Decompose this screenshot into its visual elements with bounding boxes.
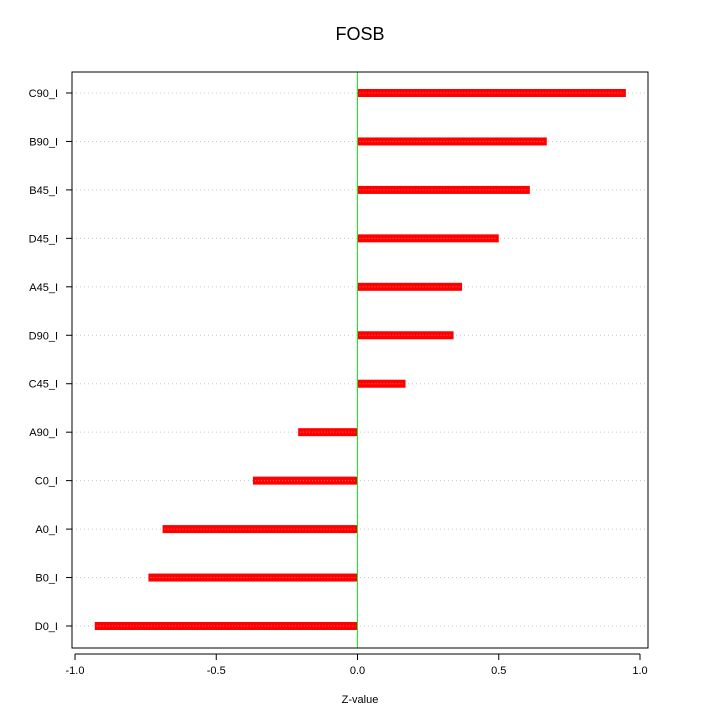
bar bbox=[357, 137, 547, 146]
y-tick-label: B90_I bbox=[29, 136, 58, 148]
x-axis-label: Z-value bbox=[342, 694, 379, 706]
bar bbox=[252, 476, 358, 485]
y-tick-label: C45_I bbox=[29, 379, 58, 391]
bar bbox=[357, 379, 406, 388]
grid-lines bbox=[72, 92, 648, 627]
y-axis: C90_I B90_I B45_I D45_I A45_I D90_I C45_I A90_I… bbox=[29, 88, 72, 633]
y-tick-label: A45_I bbox=[29, 282, 58, 294]
x-tick-label: 1.0 bbox=[632, 665, 647, 677]
y-tick-label: C90_I bbox=[29, 88, 58, 100]
plot-frame bbox=[71, 71, 649, 649]
bar bbox=[162, 525, 358, 534]
bars bbox=[94, 89, 626, 630]
chart-title: FOSB bbox=[335, 24, 384, 44]
x-tick-label: 0.0 bbox=[350, 665, 365, 677]
y-tick-label: D45_I bbox=[29, 233, 58, 245]
x-tick-label: -0.5 bbox=[207, 665, 226, 677]
x-axis: -1.0 -0.5 0.0 0.5 1.0 bbox=[66, 653, 648, 677]
bar bbox=[357, 331, 454, 340]
x-tick-label: 0.5 bbox=[491, 665, 506, 677]
y-tick-label: D0_I bbox=[35, 621, 58, 633]
y-tick-label: C0_I bbox=[35, 476, 58, 488]
y-tick-label: B45_I bbox=[29, 185, 58, 197]
x-tick-label: -1.0 bbox=[66, 665, 85, 677]
y-tick-label: D90_I bbox=[29, 330, 58, 342]
y-tick-label: A0_I bbox=[35, 524, 58, 536]
bar bbox=[357, 234, 499, 243]
y-tick-label: B0_I bbox=[35, 573, 58, 585]
y-tick-label: A90_I bbox=[29, 427, 58, 439]
bar bbox=[357, 282, 463, 291]
